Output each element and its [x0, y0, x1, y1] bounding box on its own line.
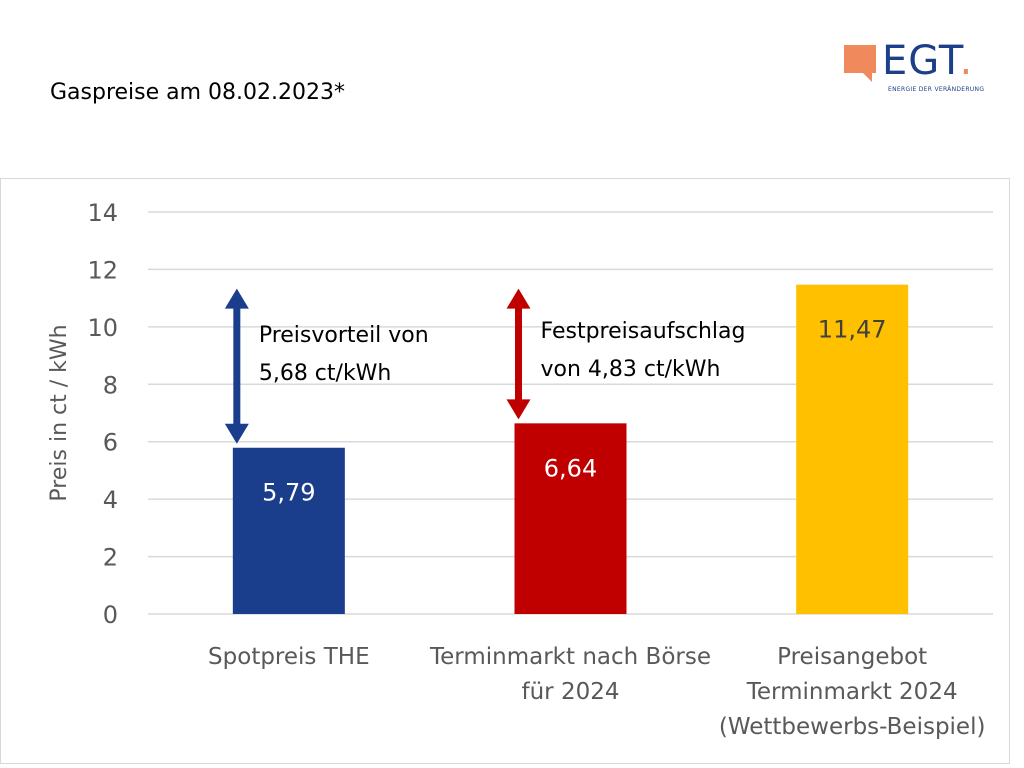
bar	[796, 284, 909, 614]
annotation-arrow-head-down	[506, 399, 531, 420]
annotation-text: 5,68 ct/kWh	[259, 361, 392, 386]
y-tick-label: 10	[87, 314, 118, 342]
annotation-arrow-head-up	[506, 288, 531, 309]
logo-wordmark: EGT.	[882, 38, 974, 84]
y-axis-title: Preis in ct / kWh	[47, 324, 72, 501]
annotation-text: Festpreisaufschlag	[541, 319, 746, 344]
category-label: Terminmarkt 2024	[746, 679, 958, 705]
y-tick-label: 14	[87, 199, 118, 227]
annotation-text: Preisvorteil von	[259, 323, 429, 348]
y-tick-label: 8	[103, 371, 118, 399]
category-label: Terminmarkt nach Börse	[429, 644, 711, 670]
slide-title: Gaspreise am 08.02.2023*	[50, 80, 346, 105]
data-label: 11,47	[818, 316, 887, 344]
egt-logo: EGT. ENERGIE DER VERÄNDERUNG	[844, 38, 994, 100]
logo-speech-bubble-tail	[862, 72, 872, 82]
y-tick-label: 12	[87, 256, 118, 284]
category-label: Preisangebot	[777, 644, 927, 670]
category-label: Spotpreis THE	[208, 644, 370, 670]
chart-frame	[0, 178, 1010, 764]
annotation-arrow-head-down	[224, 423, 249, 444]
y-tick-label: 2	[103, 544, 118, 572]
category-label: (Wettbewerbs-Beispiel)	[719, 714, 986, 740]
logo-tagline: ENERGIE DER VERÄNDERUNG	[888, 86, 985, 93]
y-tick-label: 6	[103, 429, 118, 457]
y-tick-label: 4	[103, 486, 118, 514]
data-label: 6,64	[544, 454, 597, 482]
y-tick-label: 0	[103, 601, 118, 629]
logo-speech-bubble-icon	[844, 45, 876, 73]
bar	[514, 423, 627, 614]
data-label: 5,79	[262, 479, 315, 507]
bar	[232, 447, 345, 614]
category-label: für 2024	[522, 679, 620, 705]
annotation-text: von 4,83 ct/kWh	[541, 357, 721, 382]
annotation-arrow-head-up	[224, 288, 249, 309]
